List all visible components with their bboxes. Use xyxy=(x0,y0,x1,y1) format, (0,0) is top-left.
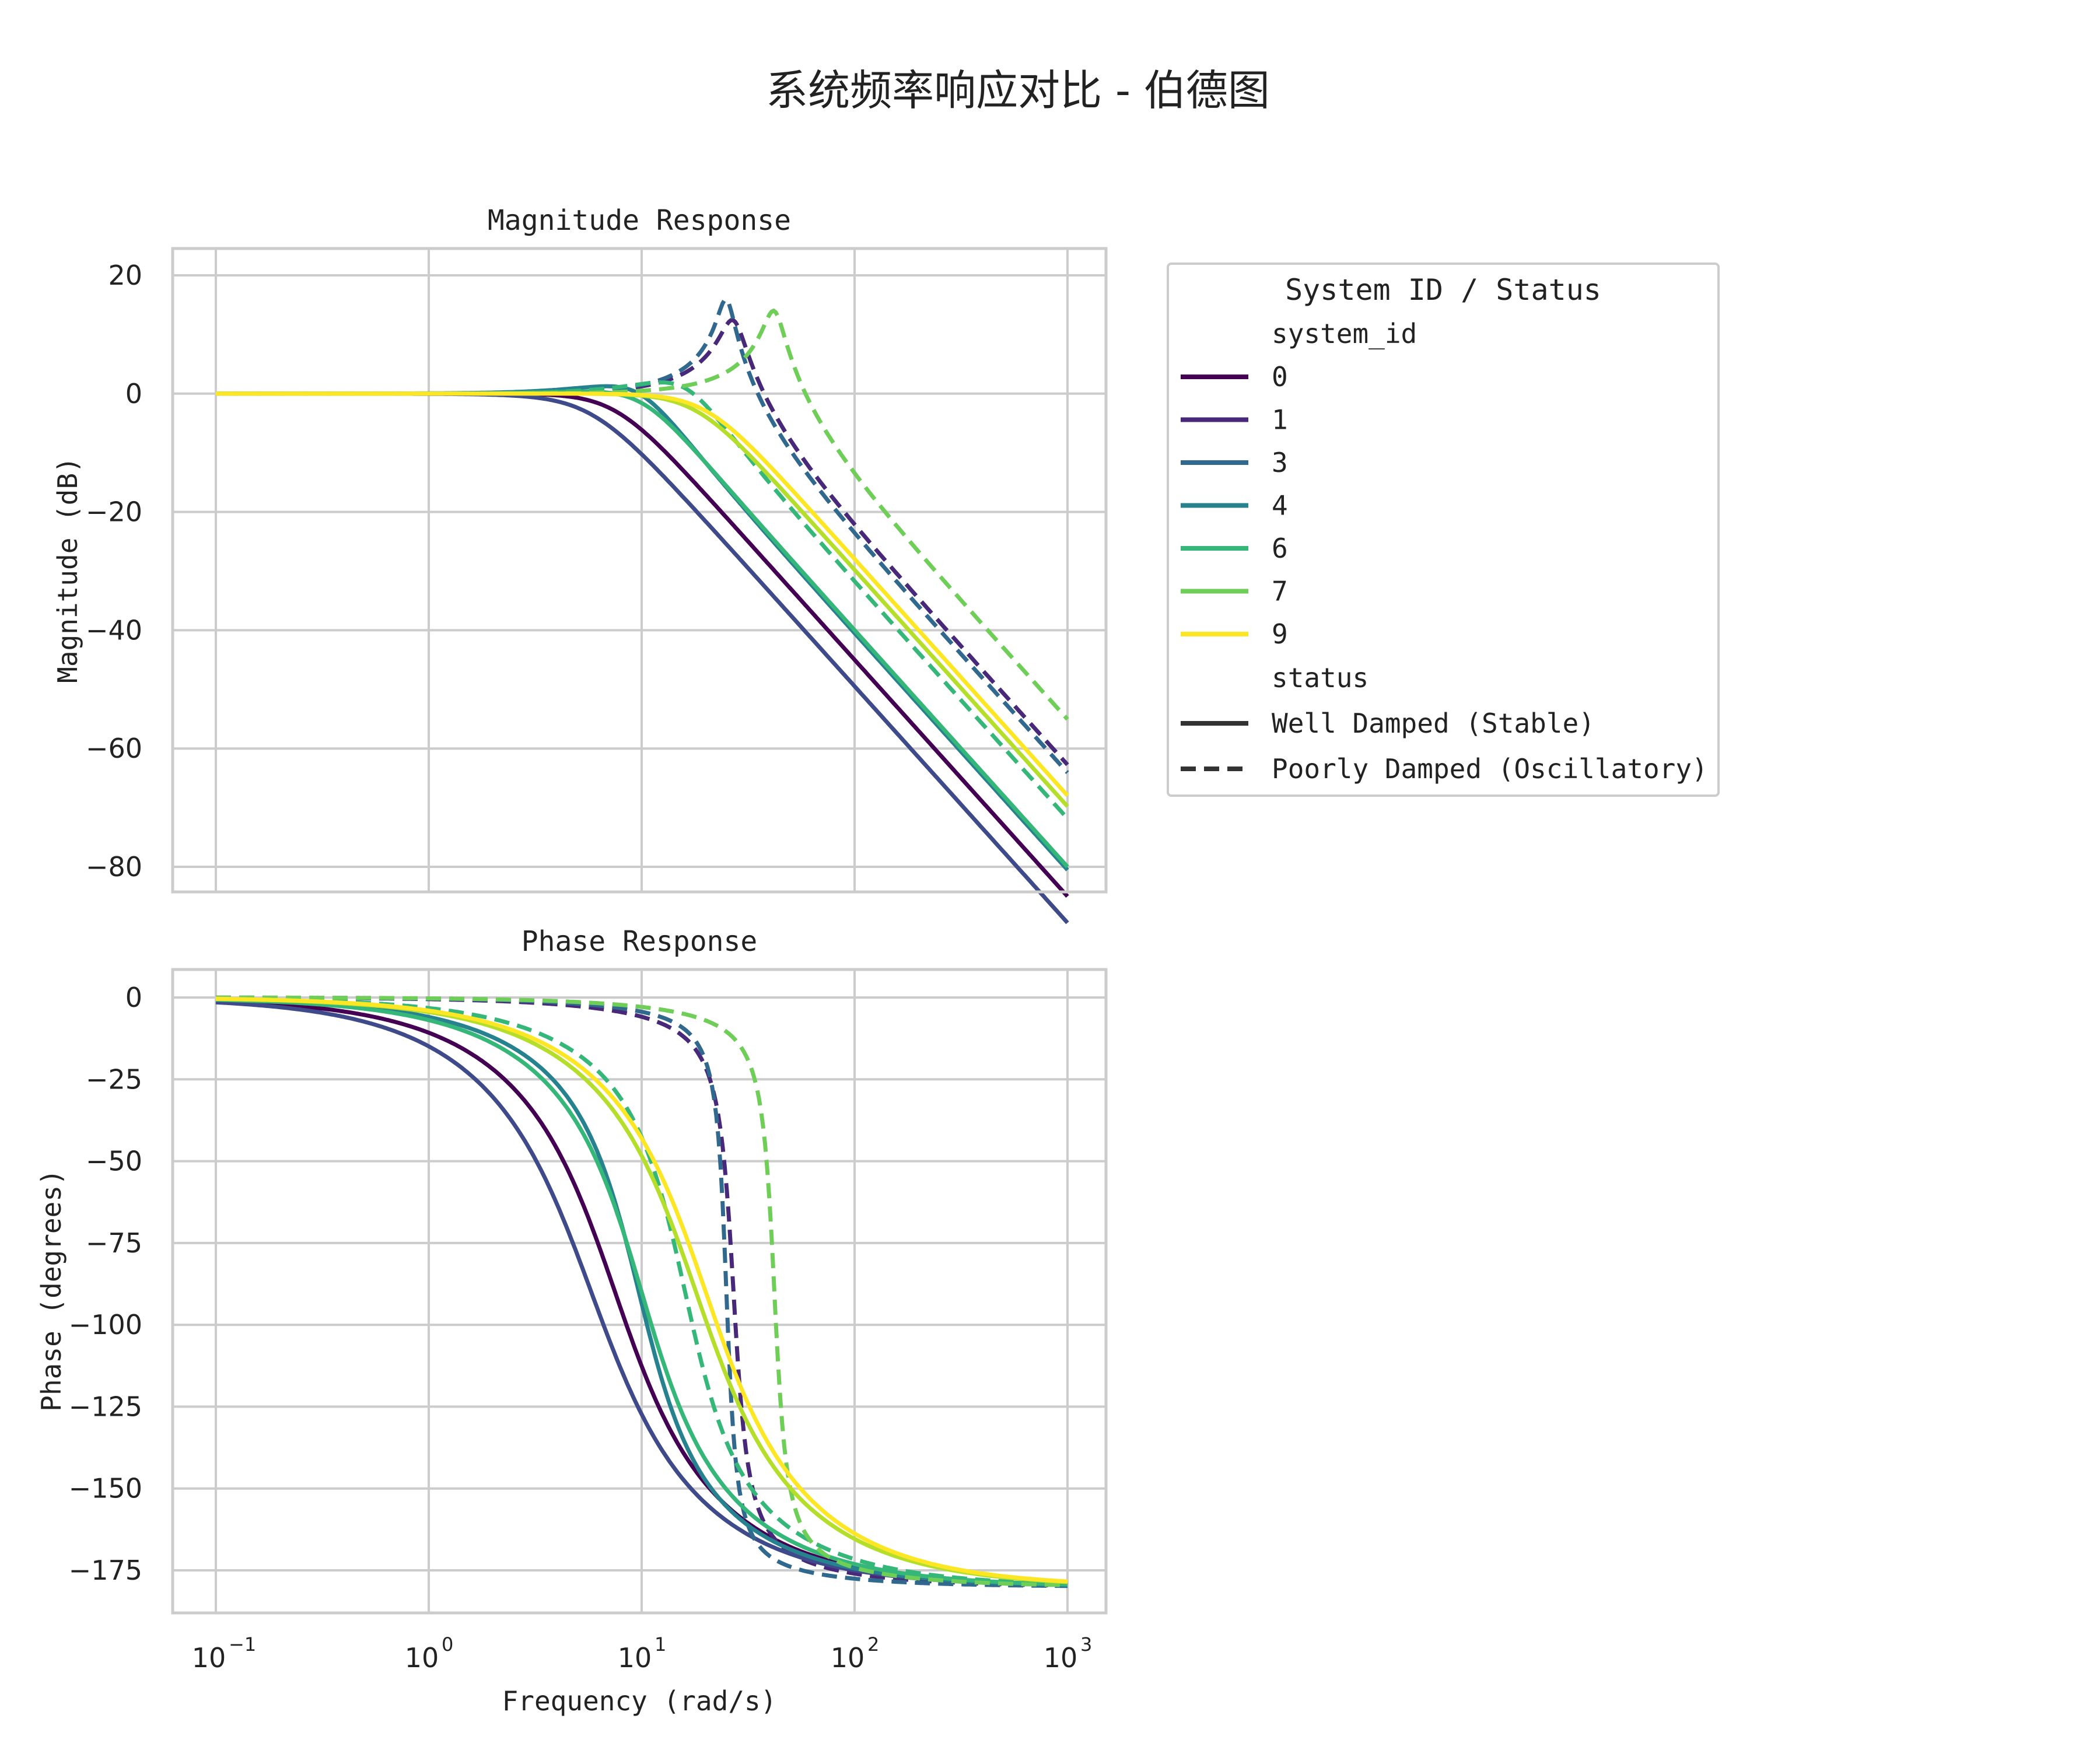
x-tick-base: 10 xyxy=(405,1642,439,1674)
legend-system-ids: 0 1 3 4 6 7 9 xyxy=(1181,361,1288,650)
legend-entry-system-9: 9 xyxy=(1181,618,1288,650)
legend-entry-status-well-damped: Well Damped (Stable) xyxy=(1181,708,1595,739)
phase-y-tick-label: −25 xyxy=(86,1063,142,1095)
phase-plot-frame xyxy=(171,968,1108,1615)
x-tick-label: 10 1 xyxy=(618,1633,667,1674)
legend-title: System ID / Status xyxy=(1285,273,1601,307)
magnitude-y-tick-label: 0 xyxy=(125,378,142,410)
magnitude-plot-frame xyxy=(171,247,1108,894)
phase-series-6-well-damped xyxy=(216,998,1068,1587)
x-tick-exponent: −1 xyxy=(229,1633,256,1656)
magnitude-y-tick-label: −20 xyxy=(86,496,142,528)
magnitude-series-9-well-damped xyxy=(216,391,1069,797)
legend-entry-system-0: 0 xyxy=(1181,361,1288,393)
x-tick-exponent: 2 xyxy=(867,1633,879,1656)
magnitude-y-tick-label: 20 xyxy=(108,260,142,291)
x-axis-label: Frequency (rad/s) xyxy=(502,1685,777,1717)
magnitude-series-lines xyxy=(216,298,1069,925)
phase-series-9-well-damped xyxy=(216,996,1068,1584)
phase-y-tick-label: −100 xyxy=(69,1309,142,1340)
x-tick-label: 10 −1 xyxy=(192,1633,256,1674)
legend-subtitle-system-id: system_id xyxy=(1272,318,1417,349)
magnitude-y-tick-label: −80 xyxy=(86,851,142,883)
legend-box xyxy=(1167,262,1720,797)
magnitude-plot-title: Magnitude Response xyxy=(488,204,791,237)
magnitude-y-tick-label: −60 xyxy=(86,733,142,764)
phase-y-tick-label: −150 xyxy=(69,1473,142,1504)
x-tick-label: 10 3 xyxy=(1044,1633,1093,1674)
magnitude-y-ticks: 20 0 −20 −40 −60 −80 xyxy=(86,260,142,883)
magnitude-plot: Magnitude Response 20 0 −20 −40 −60 −80 Magni… xyxy=(52,204,1108,925)
x-tick-exponent: 1 xyxy=(654,1633,666,1656)
phase-plot: Phase Response 0 −25 −50 −75 −100 −125 −150 −17… xyxy=(36,925,1108,1717)
phase-y-tick-label: −175 xyxy=(69,1555,142,1586)
phase-series-7-poorly-damped xyxy=(216,995,1068,1587)
phase-y-tick-label: −125 xyxy=(69,1391,142,1422)
legend-entry-system-6: 6 xyxy=(1181,533,1288,564)
legend-entry-label: Well Damped (Stable) xyxy=(1272,708,1595,739)
x-tick-exponent: 0 xyxy=(442,1633,453,1656)
legend-entry-system-3: 3 xyxy=(1181,447,1288,478)
x-tick-exponent: 3 xyxy=(1080,1633,1092,1656)
phase-x-ticks: 10 −1 10 0 10 1 10 2 10 3 xyxy=(192,1633,1093,1674)
legend-subtitle-status: status xyxy=(1272,662,1368,694)
legend-entry-label: Poorly Damped (Oscillatory) xyxy=(1272,753,1708,785)
x-tick-label: 10 2 xyxy=(831,1633,880,1674)
x-tick-label: 10 0 xyxy=(405,1633,454,1674)
legend-entry-system-4: 4 xyxy=(1181,490,1288,522)
x-tick-base: 10 xyxy=(618,1642,652,1674)
phase-y-tick-label: 0 xyxy=(125,982,142,1013)
figure-title: 系统频率响应对比 - 伯德图 xyxy=(766,66,1270,115)
magnitude-y-axis-label: Magnitude (dB) xyxy=(52,457,83,683)
legend-entry-label: 0 xyxy=(1272,361,1288,393)
legend-entry-label: 1 xyxy=(1272,404,1288,436)
phase-plot-title: Phase Response xyxy=(522,925,758,958)
x-tick-base: 10 xyxy=(831,1642,865,1674)
legend-entry-system-7: 7 xyxy=(1181,576,1288,607)
x-tick-base: 10 xyxy=(192,1642,226,1674)
legend-entry-label: 6 xyxy=(1272,533,1288,564)
legend-entry-label: 9 xyxy=(1272,618,1288,650)
phase-y-axis-label: Phase (degrees) xyxy=(36,1169,67,1411)
legend-entry-label: 3 xyxy=(1272,447,1288,478)
legend-statuses: Well Damped (Stable) Poorly Damped (Oscil… xyxy=(1181,708,1708,785)
legend-entry-label: 4 xyxy=(1272,490,1288,522)
phase-y-tick-label: −75 xyxy=(86,1227,142,1259)
magnitude-y-tick-label: −40 xyxy=(86,614,142,646)
phase-y-ticks: 0 −25 −50 −75 −100 −125 −150 −175 xyxy=(69,982,142,1586)
legend-entry-status-poorly-damped: Poorly Damped (Oscillatory) xyxy=(1181,753,1708,785)
magnitude-grid xyxy=(173,249,1106,892)
x-tick-base: 10 xyxy=(1044,1642,1078,1674)
legend: System ID / Status system_id 0 1 3 4 6 7 9 sta… xyxy=(1167,262,1720,797)
phase-y-tick-label: −50 xyxy=(86,1146,142,1177)
legend-entry-system-1: 1 xyxy=(1181,404,1288,436)
legend-entry-label: 7 xyxy=(1272,576,1288,607)
phase-series-lines xyxy=(215,995,1068,1588)
